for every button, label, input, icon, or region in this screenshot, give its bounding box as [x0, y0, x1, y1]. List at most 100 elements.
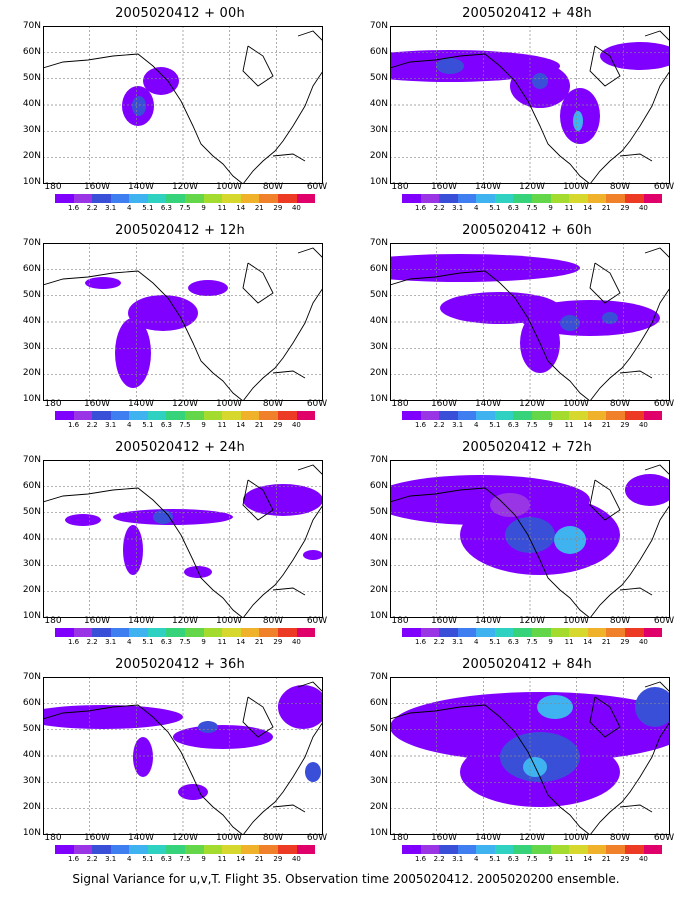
colorbar-label: 21	[254, 421, 264, 429]
colorbar-swatch	[587, 194, 607, 203]
colorbar-swatch	[55, 194, 74, 203]
colorbar-swatch	[532, 411, 551, 420]
colorbar-label: 40	[291, 638, 301, 646]
colorbar-swatch	[92, 194, 111, 203]
colorbar-label: 29	[273, 204, 283, 212]
lon-tick-label: 140W	[474, 399, 502, 409]
map-canvas	[43, 243, 323, 401]
colorbar-label: 29	[620, 204, 630, 212]
variance-contour	[490, 493, 530, 517]
lon-tick-label: 80W	[262, 616, 284, 626]
lat-tick-label: 70N	[369, 238, 388, 248]
colorbar-label: 11	[217, 638, 227, 646]
colorbar-swatch	[240, 411, 260, 420]
lat-tick-label: 30N	[369, 125, 388, 135]
colorbar-swatch	[73, 194, 93, 203]
lon-tick-label: 120W	[171, 833, 199, 843]
colorbar-label: 5.1	[489, 855, 501, 863]
variance-contour	[573, 111, 583, 131]
lat-tick-label: 20N	[369, 802, 388, 812]
colorbar-swatch	[476, 628, 495, 637]
colorbar-swatch	[296, 628, 316, 637]
colorbar-label: 29	[273, 421, 283, 429]
colorbar-swatch	[643, 411, 663, 420]
colorbar-label: 7.5	[526, 638, 538, 646]
lon-tick-label: 100W	[215, 399, 243, 409]
lon-tick-label: 80W	[262, 833, 284, 843]
lat-tick-label: 40N	[22, 316, 41, 326]
lat-tick-label: 30N	[22, 776, 41, 786]
lon-tick-label: 180	[44, 182, 62, 192]
colorbar-label: 11	[564, 638, 574, 646]
colorbar-swatch	[222, 845, 241, 854]
colorbar-label: 9	[548, 421, 553, 429]
colorbar-label: 4	[127, 204, 132, 212]
colorbar-label: 7.5	[526, 204, 538, 212]
colorbar-label: 29	[620, 421, 630, 429]
map-canvas	[43, 460, 323, 618]
colorbar-label: 5.1	[142, 638, 154, 646]
colorbar-label: 9	[201, 638, 206, 646]
colorbar-swatch	[513, 411, 533, 420]
panel-title: 2005020412 + 12h	[115, 223, 245, 238]
colorbar-swatch	[166, 194, 186, 203]
lat-tick-label: 70N	[369, 21, 388, 31]
colorbar-label: 11	[564, 855, 574, 863]
colorbar-label: 29	[273, 855, 283, 863]
lat-tick-label: 10N	[22, 611, 41, 621]
colorbar-swatch	[457, 628, 477, 637]
colorbar-swatch	[277, 194, 297, 203]
lat-tick-label: 40N	[22, 750, 41, 760]
colorbar-swatch	[185, 628, 204, 637]
colorbar-label: 4	[474, 421, 479, 429]
lon-tick-label: 100W	[562, 833, 590, 843]
map-panel-p12: 2005020412 + 12h 70N 60N 50N 40N 30N 20N 10N 180…	[15, 223, 345, 439]
lat-tick-label: 70N	[22, 238, 41, 248]
colorbar-label: 21	[601, 638, 611, 646]
lat-tick-label: 50N	[369, 290, 388, 300]
colorbar-swatch	[587, 628, 607, 637]
lon-tick-label: 140W	[474, 616, 502, 626]
colorbar-label: 1.6	[67, 204, 80, 212]
lon-tick-label: 80W	[609, 182, 631, 192]
colorbar-label: 2.2	[433, 638, 445, 646]
variance-contour	[85, 277, 121, 289]
colorbar-label: 6.3	[507, 421, 519, 429]
colorbar-label: 3.1	[105, 638, 117, 646]
panel-title: 2005020412 + 00h	[115, 6, 245, 21]
map-frame	[390, 677, 670, 835]
map-panel-p36: 2005020412 + 36h 70N 60N 50N 40N 30N 20N 10N 180…	[15, 657, 345, 873]
panel-title: 2005020412 + 60h	[462, 223, 592, 238]
colorbar-swatch	[203, 411, 223, 420]
lat-tick-label: 30N	[22, 125, 41, 135]
colorbar-swatch	[550, 411, 570, 420]
variance-contour	[173, 725, 273, 749]
colorbar-swatch	[73, 411, 93, 420]
map-canvas	[390, 26, 670, 184]
colorbar-label: 7.5	[526, 421, 538, 429]
lon-tick-label: 80W	[262, 399, 284, 409]
colorbar-label: 11	[217, 421, 227, 429]
colorbar-label: 14	[236, 204, 246, 212]
lon-tick-label: 140W	[127, 182, 155, 192]
colorbar-label: 11	[564, 421, 574, 429]
lon-tick-label: 120W	[171, 399, 199, 409]
variance-contour	[436, 58, 464, 74]
lon-tick-label: 140W	[474, 833, 502, 843]
variance-contour	[305, 762, 321, 782]
lat-tick-label: 30N	[369, 342, 388, 352]
lon-tick-label: 60W	[653, 399, 675, 409]
variance-contour	[133, 737, 153, 777]
colorbar-label: 7.5	[179, 204, 191, 212]
lat-tick-label: 10N	[22, 828, 41, 838]
colorbar-swatch	[494, 411, 514, 420]
colorbar-label: 40	[638, 421, 648, 429]
colorbar-label: 29	[620, 855, 630, 863]
map-frame	[43, 243, 323, 401]
colorbar-swatch	[185, 194, 204, 203]
colorbar-label: 3.1	[452, 204, 464, 212]
lat-tick-label: 30N	[22, 342, 41, 352]
lat-tick-label: 70N	[22, 672, 41, 682]
colorbar-labels: 1.6 2.2 3.1 4 5.1 6.3 7.5 9 11 14 21 29 40	[55, 204, 315, 214]
lat-tick-label: 40N	[369, 316, 388, 326]
